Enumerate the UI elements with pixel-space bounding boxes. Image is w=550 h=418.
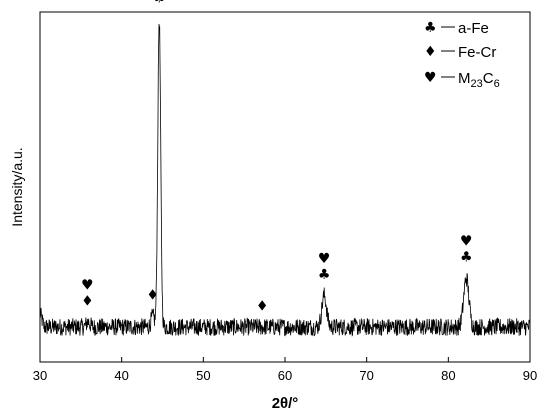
x-tick-label: 30: [33, 368, 47, 383]
series-layer: [39, 23, 531, 337]
peak-marker-club-icon: ♣: [460, 249, 473, 265]
x-axis-title: 2θ/°: [272, 395, 299, 412]
y-axis-title: Intensity/a.u.: [9, 147, 25, 226]
x-tick-label: 50: [196, 368, 210, 383]
peak-marker-heart-icon: ♥: [318, 251, 331, 267]
legend-symbol-heart-icon: ♥: [424, 70, 437, 86]
peak-marker-heart-icon: ♥: [460, 233, 473, 249]
x-tick-label: 80: [441, 368, 455, 383]
x-tick-label: 70: [359, 368, 373, 383]
legend-label-afe: a-Fe: [458, 20, 489, 37]
peak-marker-club-icon: ♣: [153, 0, 166, 6]
peak-marker-club-icon: ♣: [318, 267, 331, 283]
legend-symbol-diamond-icon: ♦: [424, 44, 437, 60]
peak-marker-heart-icon: ♥: [81, 278, 94, 294]
x-tick-label: 40: [114, 368, 128, 383]
legend: ♣ a-Fe ♦ Fe-Cr ♥ M23C6: [424, 20, 500, 90]
x-axis-ticks: 30 40 50 60 70 80 90: [33, 357, 537, 383]
legend-label-fecr: Fe-Cr: [458, 44, 496, 61]
xrd-series-line: [39, 23, 531, 337]
legend-entry-fecr: ♦ Fe-Cr: [424, 44, 496, 61]
legend-label-m23c6: M23C6: [458, 70, 500, 90]
peak-marker-diamond-icon: ♦: [81, 294, 94, 310]
peak-marker-diamond-icon: ♦: [146, 288, 159, 304]
peak-marker-diamond-icon: ♦: [256, 298, 269, 314]
legend-entry-m23c6: ♥ M23C6: [424, 70, 500, 90]
peak-annotations: ♦♥♦♣♥♦♣♥♣♥: [81, 0, 472, 314]
plot-frame: [39, 11, 531, 363]
legend-symbol-club-icon: ♣: [424, 20, 437, 36]
x-tick-label: 60: [278, 368, 292, 383]
x-tick-label: 90: [523, 368, 537, 383]
legend-entry-afe: ♣ a-Fe: [424, 20, 489, 37]
